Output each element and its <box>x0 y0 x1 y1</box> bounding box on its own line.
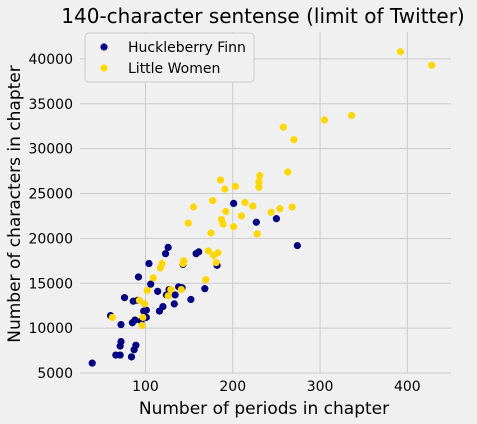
data-point <box>256 171 264 180</box>
y-tick-label: 5000 <box>37 366 73 382</box>
y-tick-labels: 5000 10000 15000 20000 25000 30000 35000 40000 <box>28 52 73 382</box>
data-point <box>214 249 222 257</box>
data-point <box>290 136 298 144</box>
data-point <box>108 313 116 321</box>
y-tick-label: 30000 <box>28 142 73 158</box>
data-point <box>135 296 143 304</box>
data-point <box>120 294 129 302</box>
y-axis-label: Number of characters in chapter <box>5 65 25 343</box>
x-tick-label: 100 <box>132 379 159 395</box>
legend-frame <box>84 32 255 83</box>
data-point <box>288 203 296 211</box>
data-point <box>116 351 124 359</box>
data-point <box>255 178 263 186</box>
data-point <box>134 273 143 281</box>
data-point <box>231 182 239 190</box>
legend-marker-little-women <box>100 64 108 72</box>
data-point <box>158 259 166 268</box>
legend-label-huckleberry-finn: Huckleberry Finn <box>128 40 246 56</box>
data-point <box>164 243 172 251</box>
data-point <box>147 280 155 288</box>
data-point <box>219 220 227 228</box>
data-point <box>222 207 230 216</box>
data-point <box>171 291 179 299</box>
x-axis-label: Number of periods in chapter <box>139 399 389 419</box>
data-point <box>184 219 192 227</box>
data-point <box>143 286 151 295</box>
legend-marker-huckleberry-finn <box>100 43 108 51</box>
data-point <box>230 199 238 207</box>
data-point <box>320 116 329 124</box>
y-tick-label: 25000 <box>28 187 73 203</box>
data-point <box>207 229 215 237</box>
data-point <box>272 215 281 223</box>
data-point <box>230 223 238 231</box>
data-point <box>167 285 175 294</box>
data-point <box>253 230 261 238</box>
data-point <box>284 168 292 176</box>
data-point <box>145 259 153 268</box>
data-point <box>255 183 263 191</box>
data-point <box>249 202 257 210</box>
data-point <box>216 176 225 184</box>
data-point <box>204 247 212 255</box>
data-point <box>149 274 157 282</box>
legend-label-little-women: Little Women <box>128 61 220 77</box>
data-point <box>139 313 147 321</box>
data-point <box>177 285 185 294</box>
data-point <box>293 241 301 250</box>
x-tick-label: 200 <box>219 379 246 395</box>
data-point <box>347 111 356 120</box>
data-point <box>88 359 96 367</box>
data-point <box>195 248 203 256</box>
data-point <box>237 212 246 220</box>
data-point <box>142 306 150 314</box>
y-tick-label: 40000 <box>28 52 73 68</box>
data-point <box>209 197 217 205</box>
data-point <box>154 287 162 295</box>
data-point <box>428 61 436 69</box>
x-tick-label: 400 <box>394 379 421 395</box>
data-point <box>117 320 125 329</box>
data-point <box>276 205 284 213</box>
data-point <box>202 276 210 284</box>
legend: Huckleberry Finn Little Women <box>84 32 255 83</box>
data-point <box>267 208 275 216</box>
y-tick-label: 10000 <box>28 321 73 337</box>
y-tick-label: 15000 <box>28 276 73 292</box>
data-point <box>396 48 404 56</box>
data-point <box>201 285 209 293</box>
y-tick-label: 35000 <box>28 97 73 113</box>
data-point <box>170 300 178 308</box>
data-point <box>132 341 140 349</box>
y-tick-label: 20000 <box>28 231 73 247</box>
data-point <box>180 257 188 265</box>
data-point <box>138 321 146 330</box>
chart-title: 140-character sentense (limit of Twitter… <box>61 4 464 28</box>
data-point <box>131 316 139 324</box>
data-point <box>164 292 172 300</box>
data-point <box>117 337 125 346</box>
data-point <box>127 353 136 361</box>
data-point <box>212 259 220 267</box>
data-points <box>88 48 436 367</box>
data-point <box>252 218 260 226</box>
data-point <box>161 250 170 258</box>
data-point <box>159 302 167 311</box>
series-little-women <box>108 48 436 330</box>
data-point <box>189 203 198 211</box>
data-point <box>241 198 249 207</box>
series-huckleberry-finn <box>88 199 301 367</box>
data-point <box>221 185 229 193</box>
x-tick-labels: 100 200 300 400 <box>132 379 421 395</box>
data-point <box>279 123 287 131</box>
x-tick-label: 300 <box>307 379 334 395</box>
data-point <box>140 300 149 308</box>
data-point <box>187 295 195 304</box>
